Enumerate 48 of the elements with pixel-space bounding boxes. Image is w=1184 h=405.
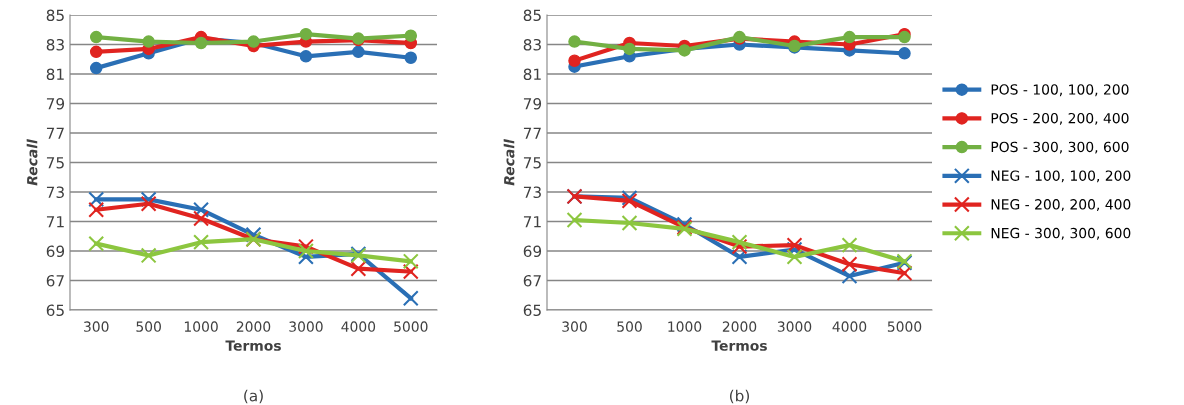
y-tick-label: 73 (523, 186, 541, 199)
x-tick-label: 1000 (668, 321, 702, 332)
x-tick-label: 4000 (341, 321, 376, 332)
y-tick-label: 77 (46, 127, 64, 139)
legend-label: POS - 200, 200, 400 (991, 112, 1129, 125)
x-axis-title: Termos (711, 340, 767, 351)
x-tick-label: 5000 (887, 321, 922, 332)
legend-label: NEG - 300, 300, 600 (991, 227, 1131, 240)
y-tick-label: 65 (523, 304, 541, 317)
y-tick-label: 71 (523, 216, 541, 228)
y-tick-label: 83 (46, 38, 64, 51)
legend-label: NEG - 100, 100, 200 (991, 170, 1131, 183)
y-tick-label: 67 (46, 274, 64, 287)
y-axis-title: Recall (26, 139, 38, 186)
x-tick-label: 2000 (722, 321, 757, 332)
x-tick-label: 5000 (394, 321, 428, 332)
y-tick-label: 85 (523, 9, 541, 22)
x-tick-label: 4000 (832, 321, 867, 332)
y-tick-label: 67 (523, 274, 541, 287)
x-axis-title: Termos (225, 340, 281, 351)
y-axis-title: Recall (503, 139, 515, 186)
y-tick-label: 75 (46, 157, 64, 169)
y-tick-label: 81 (46, 68, 64, 81)
x-tick-label: 1000 (184, 321, 218, 332)
y-tick-label: 75 (523, 157, 541, 169)
legend-label: POS - 300, 300, 600 (991, 141, 1129, 154)
x-tick-label: 2000 (236, 321, 271, 332)
text: (b) (730, 389, 749, 404)
text: (a) (244, 389, 263, 404)
y-tick-label: 73 (46, 186, 64, 199)
x-tick-label: 3000 (289, 321, 323, 332)
x-tick-label: 300 (84, 321, 109, 332)
x-tick-label: 3000 (777, 321, 812, 332)
legend-label: POS - 100, 100, 200 (991, 84, 1129, 97)
x-tick-label: 300 (562, 321, 587, 332)
y-tick-label: 65 (46, 304, 64, 317)
y-tick-label: 79 (46, 97, 65, 110)
y-tick-label: 69 (46, 245, 65, 258)
legend-label: NEG - 200, 200, 400 (991, 199, 1131, 212)
x-tick-label: 500 (136, 321, 161, 332)
y-tick-label: 85 (46, 9, 64, 22)
y-tick-label: 83 (523, 38, 541, 51)
y-tick-label: 77 (523, 127, 541, 139)
y-tick-label: 69 (523, 245, 542, 258)
y-tick-label: 71 (46, 216, 64, 228)
x-tick-label: 500 (617, 321, 642, 332)
y-tick-label: 79 (523, 97, 542, 110)
y-tick-label: 81 (523, 68, 541, 81)
